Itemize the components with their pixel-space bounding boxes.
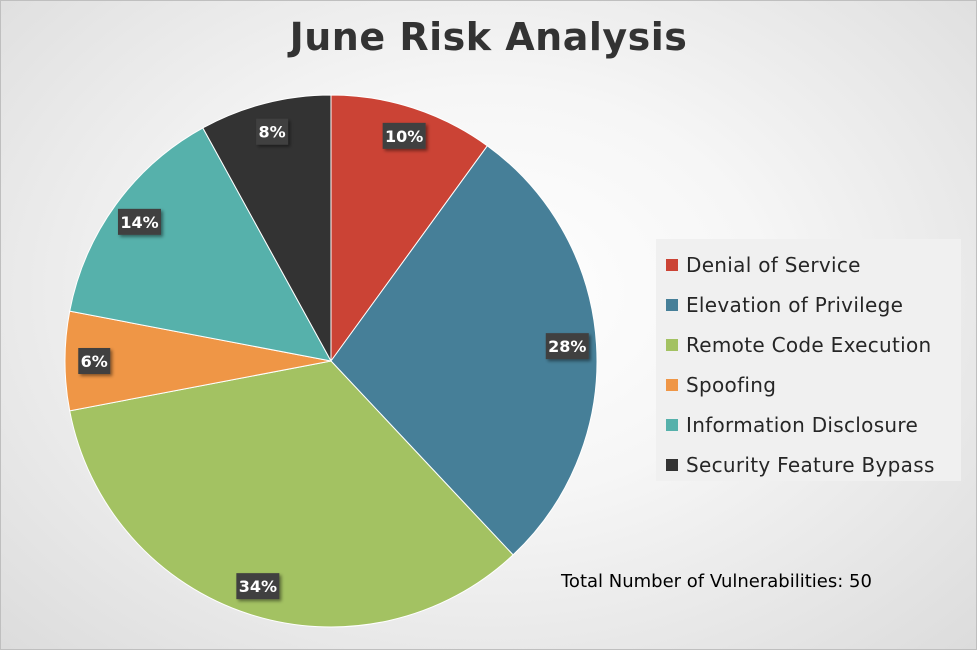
legend-item-spoofing: Spoofing	[666, 365, 961, 405]
legend-label: Elevation of Privilege	[686, 293, 904, 317]
data-label-denial-of-service: 10%	[382, 122, 426, 149]
legend-item-denial-of-service: Denial of Service	[666, 245, 961, 285]
legend-swatch	[666, 459, 678, 471]
legend-swatch	[666, 419, 678, 431]
data-label-text: 6%	[81, 352, 108, 371]
legend-label: Denial of Service	[686, 253, 861, 277]
pie-slice-denial-of-service	[330, 94, 489, 363]
legend-item-security-feature-bypass: Security Feature Bypass	[666, 445, 961, 485]
legend-label: Spoofing	[686, 373, 777, 397]
data-label-elevation-of-privilege: 28%	[545, 333, 589, 360]
legend-swatch	[666, 339, 678, 351]
legend-swatch	[666, 299, 678, 311]
total-vulnerabilities-note: Total Number of Vulnerabilities: 50	[561, 571, 872, 592]
legend-item-elevation-of-privilege: Elevation of Privilege	[666, 285, 961, 325]
data-label-text: 8%	[259, 123, 286, 142]
pie-slice-remote-code-execution	[69, 360, 514, 628]
legend-swatch	[666, 379, 678, 391]
data-label-text: 34%	[239, 577, 277, 596]
legend: Denial of Service Elevation of Privilege…	[656, 239, 961, 481]
legend-label: Security Feature Bypass	[686, 453, 935, 477]
data-label-spoofing: 6%	[78, 348, 111, 374]
legend-item-remote-code-execution: Remote Code Execution	[666, 325, 961, 365]
data-label-security-feature-bypass: 8%	[256, 118, 289, 145]
legend-swatch	[666, 259, 678, 271]
chart-title: June Risk Analysis	[289, 15, 688, 59]
pie-slice-information-disclosure	[69, 127, 332, 362]
legend-label: Information Disclosure	[686, 413, 919, 437]
data-label-information-disclosure: 14%	[117, 208, 161, 235]
data-label-text: 28%	[548, 337, 586, 356]
pie-slice-security-feature-bypass	[202, 94, 332, 362]
pie-slice-elevation-of-privilege	[330, 145, 598, 556]
data-label-text: 14%	[120, 213, 158, 232]
legend-item-information-disclosure: Information Disclosure	[666, 405, 961, 445]
legend-label: Remote Code Execution	[686, 333, 932, 357]
data-label-remote-code-execution: 34%	[236, 573, 280, 600]
data-label-text: 10%	[385, 127, 423, 146]
